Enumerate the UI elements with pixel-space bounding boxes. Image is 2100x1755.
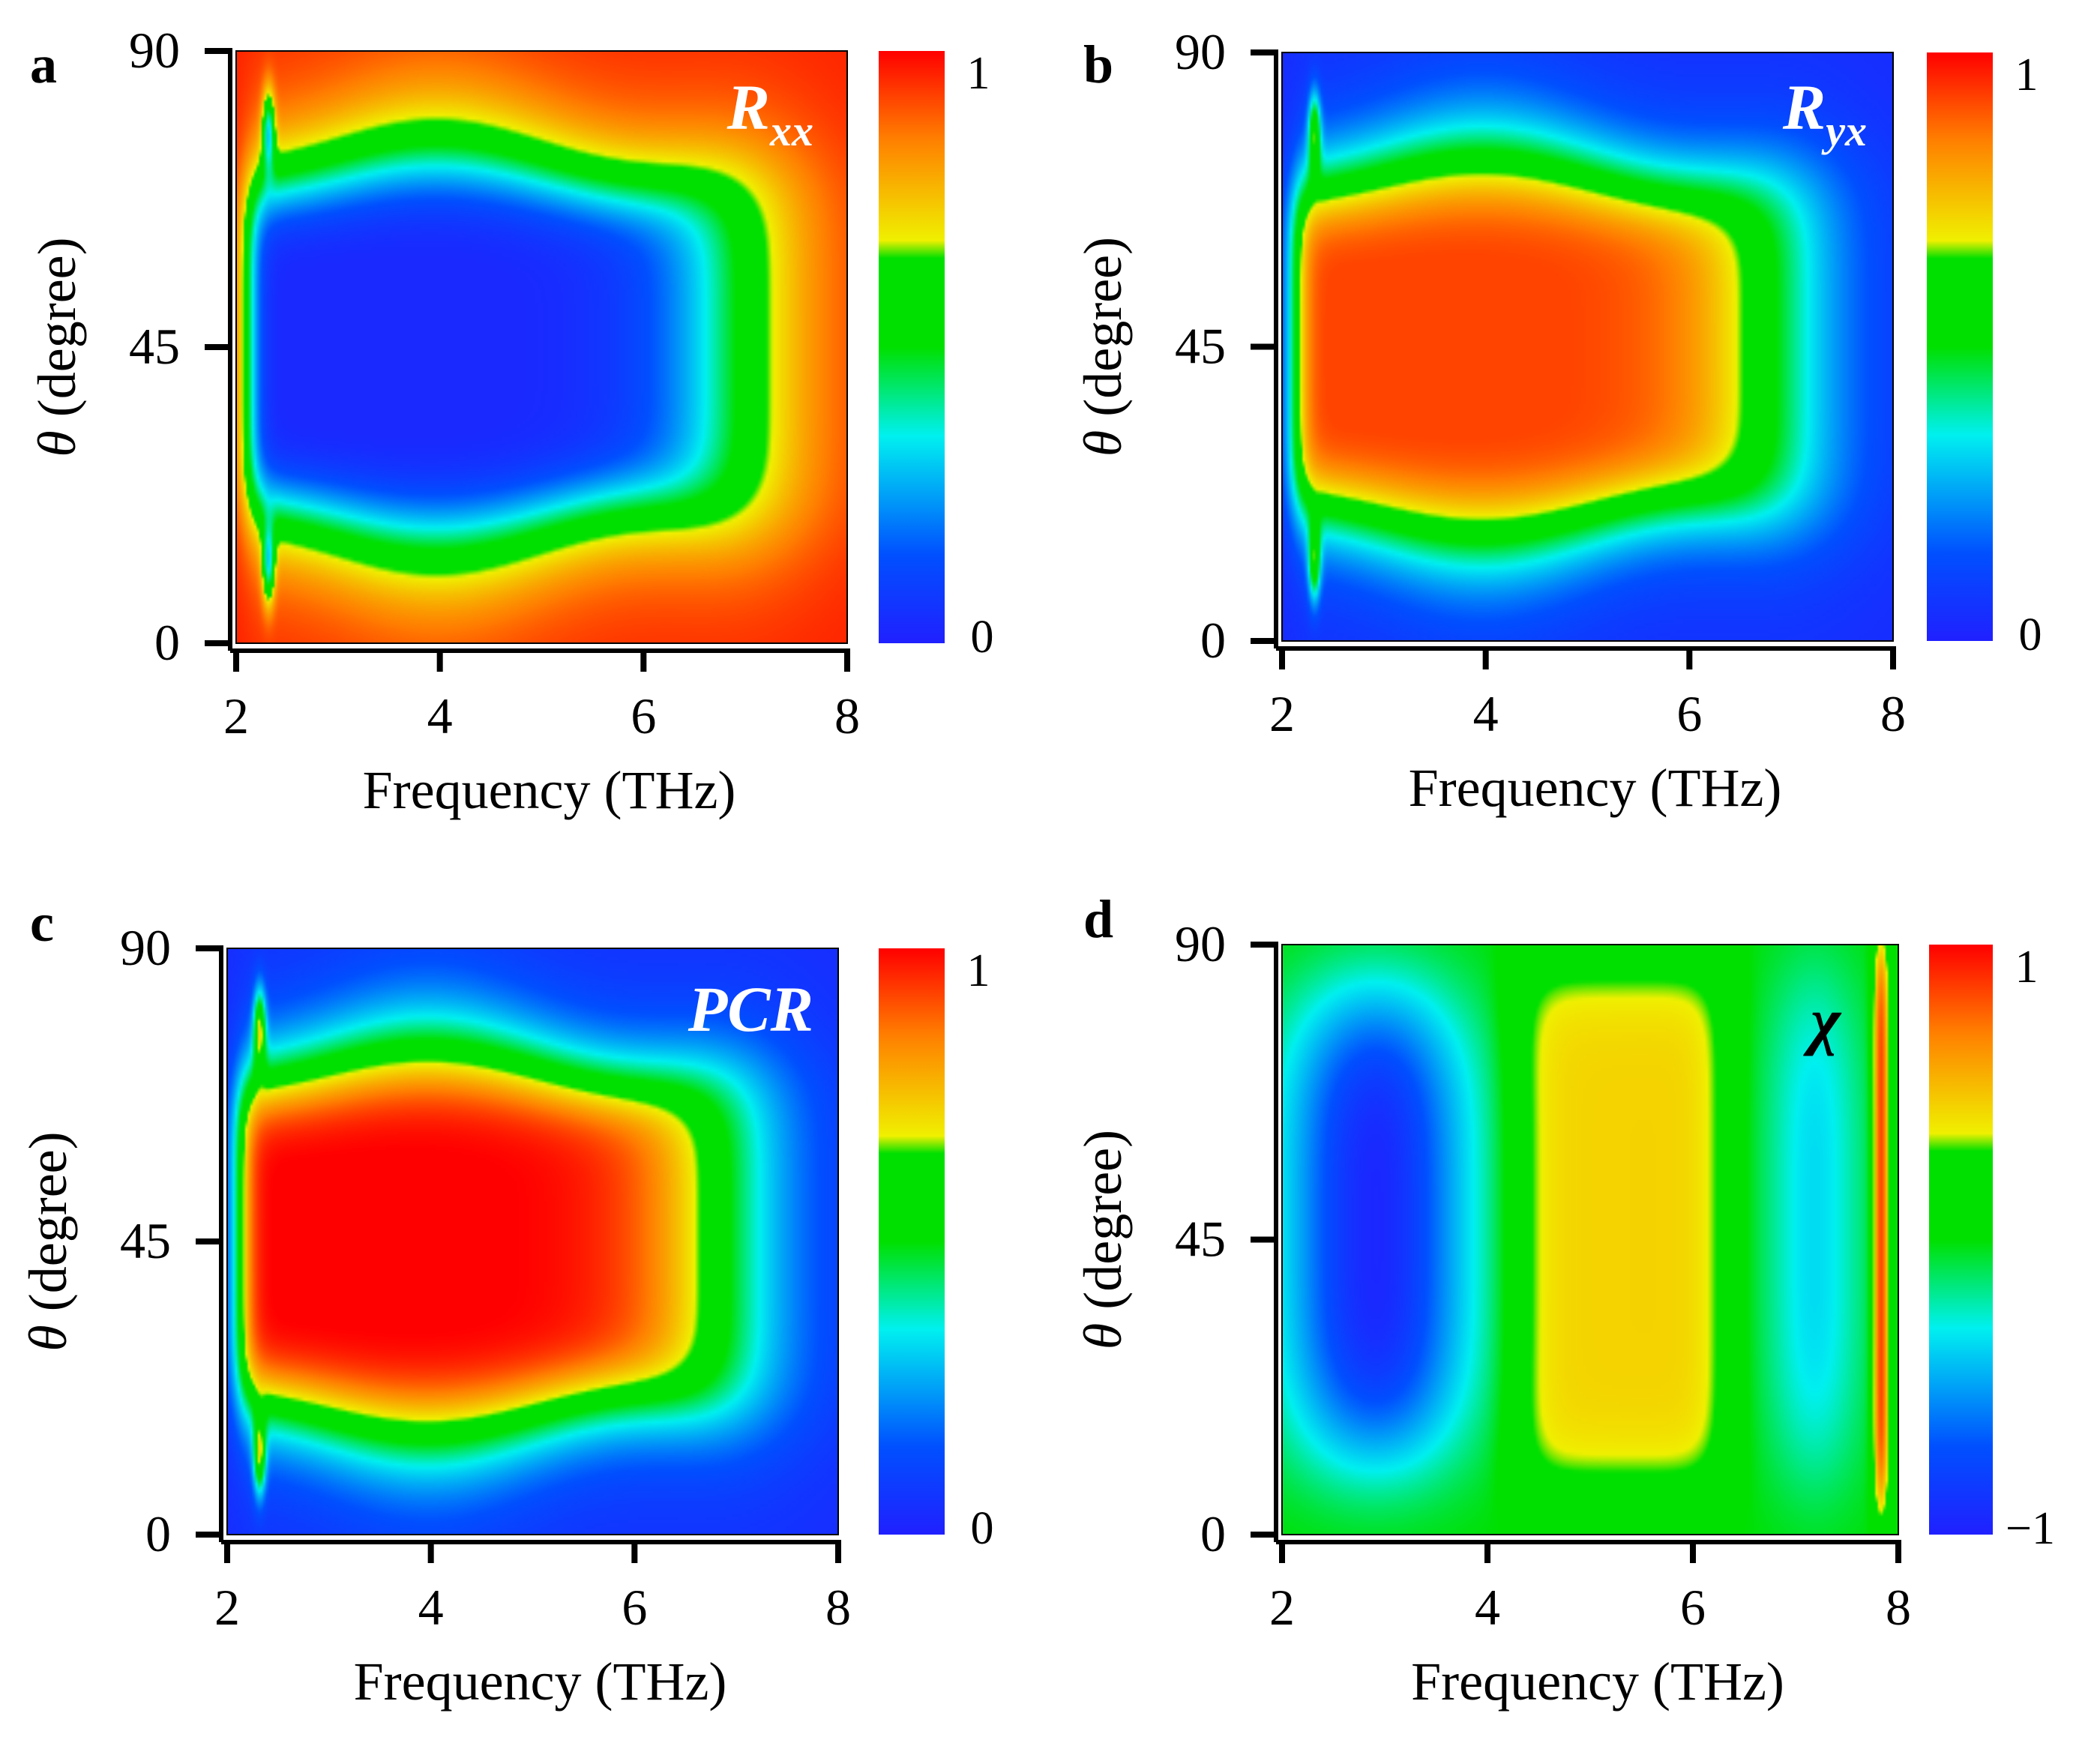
y-tick-label: 90 xyxy=(1175,23,1226,80)
x-axis-label: Frequency (THz) xyxy=(1409,758,1782,818)
x-tick-label: 2 xyxy=(214,1579,240,1636)
x-tick-label: 8 xyxy=(1886,1579,1911,1636)
y-axis-unit: (degree) xyxy=(1073,1130,1133,1323)
colorbar-max-label: 1 xyxy=(2015,49,2039,100)
x-tick-label: 8 xyxy=(825,1579,851,1636)
x-tick-label: 4 xyxy=(1473,685,1499,742)
quantity-symbol: PCR xyxy=(688,973,813,1045)
y-tick-label: 0 xyxy=(145,1505,171,1562)
panel-letter: d xyxy=(1083,889,1113,949)
y-axis-symbol: θ xyxy=(18,1325,78,1351)
y-axis-label: θ (degree) xyxy=(18,1131,78,1351)
quantity-label: Ryx xyxy=(1782,71,1867,155)
x-axis-label: Frequency (THz) xyxy=(1411,1652,1784,1712)
y-axis-symbol: θ xyxy=(27,430,87,457)
y-axis-symbol: θ xyxy=(1073,430,1133,457)
y-axis-unit: (degree) xyxy=(18,1131,78,1325)
x-tick-label: 6 xyxy=(1676,685,1702,742)
y-tick-label: 90 xyxy=(1175,915,1226,972)
heatmap-d xyxy=(1282,945,1898,1535)
quantity-subscript: xx xyxy=(769,106,813,155)
y-axis-label: θ (degree) xyxy=(1073,237,1133,457)
x-tick-label: 2 xyxy=(1269,1579,1295,1636)
x-tick-label: 4 xyxy=(427,687,453,744)
panel-letter: b xyxy=(1083,34,1113,94)
colorbar-d xyxy=(1929,945,1993,1535)
colorbar-min-label: 0 xyxy=(971,612,994,663)
x-tick-label: 8 xyxy=(834,687,860,744)
colorbar-max-label: 1 xyxy=(2015,942,2039,993)
colorbar-c xyxy=(879,948,945,1535)
y-axis-unit: (degree) xyxy=(1073,237,1133,430)
x-tick-label: 4 xyxy=(418,1579,444,1636)
plot-frame xyxy=(1281,52,1894,642)
plot-frame xyxy=(226,948,839,1535)
y-tick-label: 45 xyxy=(1175,318,1226,375)
plot-frame xyxy=(235,50,848,644)
x-tick-label: 6 xyxy=(631,687,656,744)
y-tick-label: 0 xyxy=(1200,612,1226,669)
colorbar-min-label: 0 xyxy=(971,1503,994,1554)
y-tick-label: 45 xyxy=(1175,1211,1226,1268)
x-tick-label: 6 xyxy=(1680,1579,1706,1636)
quantity-symbol: R xyxy=(726,71,770,143)
quantity-label: PCR xyxy=(688,973,813,1045)
plot-frame xyxy=(1281,944,1899,1535)
colorbar-min-label: −1 xyxy=(2006,1503,2055,1554)
colorbar-min-label: 0 xyxy=(2019,609,2042,660)
y-tick-label: 45 xyxy=(129,318,180,375)
x-tick-label: 6 xyxy=(622,1579,647,1636)
y-tick-label: 0 xyxy=(154,614,180,671)
quantity-label: Rxx xyxy=(726,71,813,155)
x-tick-label: 8 xyxy=(1880,685,1906,742)
y-tick-label: 0 xyxy=(1200,1505,1226,1562)
heatmap-b xyxy=(1282,52,1893,641)
y-tick-label: 45 xyxy=(120,1212,171,1269)
x-tick-label: 2 xyxy=(223,687,249,744)
y-axis-label: θ (degree) xyxy=(27,237,87,457)
colorbar-a xyxy=(879,51,945,643)
heatmap-c xyxy=(227,948,838,1535)
colorbar-max-label: 1 xyxy=(967,945,990,996)
colorbar-b xyxy=(1927,52,1993,641)
y-axis-unit: (degree) xyxy=(27,237,87,430)
panel-letter: c xyxy=(30,893,54,953)
x-tick-label: 4 xyxy=(1475,1579,1500,1636)
heatmap-a xyxy=(236,51,847,643)
x-axis-label: Frequency (THz) xyxy=(363,760,736,820)
panel-letter: a xyxy=(30,34,57,94)
y-tick-label: 90 xyxy=(129,22,180,79)
quantity-symbol: R xyxy=(1782,71,1826,143)
colorbar-max-label: 1 xyxy=(967,48,990,99)
x-tick-label: 2 xyxy=(1269,685,1295,742)
y-axis-symbol: θ xyxy=(1073,1323,1133,1349)
y-tick-label: 90 xyxy=(120,919,171,976)
quantity-subscript: yx xyxy=(1821,106,1867,155)
y-axis-label: θ (degree) xyxy=(1073,1130,1133,1349)
x-axis-label: Frequency (THz) xyxy=(354,1652,727,1712)
